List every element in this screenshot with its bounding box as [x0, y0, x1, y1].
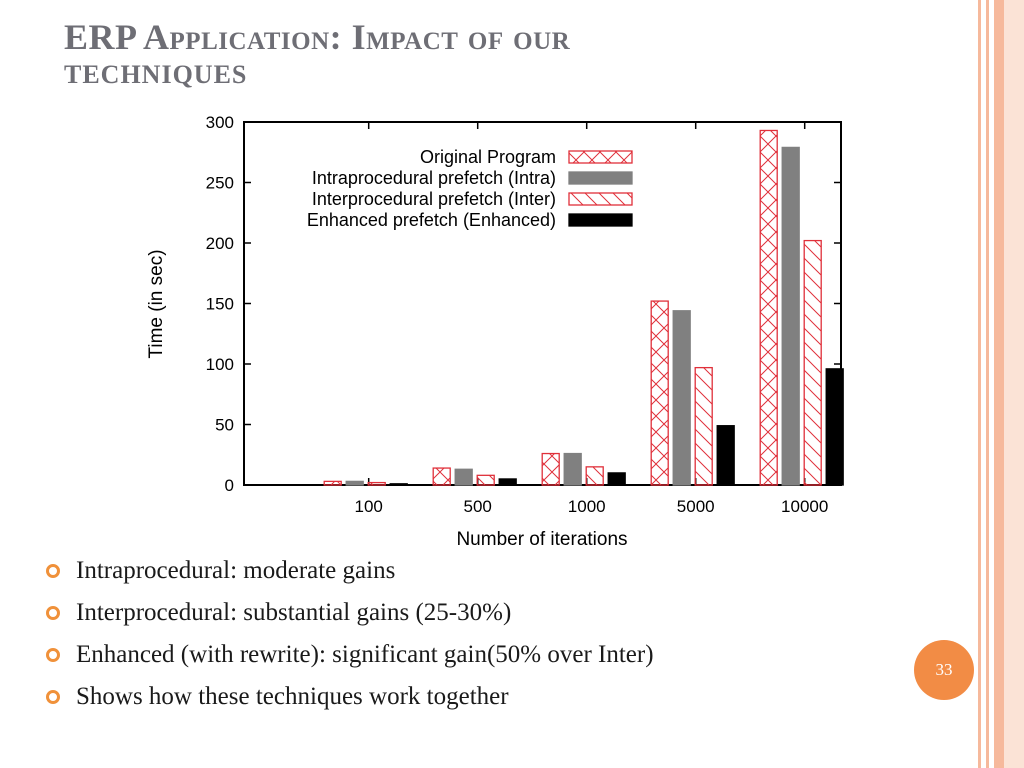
bullet-item: Shows how these techniques work together: [44, 678, 654, 720]
y-tick-label: 150: [206, 295, 234, 314]
bar: [432, 467, 451, 486]
bar: [803, 239, 822, 486]
bar: [498, 478, 517, 486]
decorative-stripes: [978, 0, 1024, 768]
legend-label: Original Program: [420, 147, 556, 167]
bullet-item: Intraprocedural: moderate gains: [44, 552, 654, 594]
x-tick-label: 5000: [677, 497, 715, 516]
bar: [585, 466, 604, 486]
bullet-list: Intraprocedural: moderate gains Interpro…: [44, 552, 654, 720]
y-tick-label: 100: [206, 355, 234, 374]
x-tick-label: 100: [355, 497, 383, 516]
bar: [694, 366, 713, 486]
x-axis-label: Number of iterations: [456, 529, 627, 550]
bar: [759, 129, 778, 486]
x-tick-label: 10000: [781, 497, 828, 516]
bar: [323, 480, 342, 486]
x-tick-label: 1000: [568, 497, 606, 516]
bar: [389, 483, 408, 486]
bar: [672, 310, 691, 486]
legend-swatch: [568, 171, 633, 185]
bullet-marker-icon: [46, 606, 60, 620]
y-tick-label: 200: [206, 234, 234, 253]
bar: [541, 452, 560, 486]
title-line-2: techniques: [64, 60, 248, 90]
legend-swatch: [568, 192, 633, 206]
bar: [607, 472, 626, 486]
y-tick-label: 0: [225, 476, 234, 495]
bar: [345, 480, 364, 486]
page-number-badge: 33: [914, 640, 974, 700]
legend-label: Interprocedural prefetch (Inter): [312, 189, 556, 209]
bullet-marker-icon: [46, 564, 60, 578]
bar: [476, 474, 495, 486]
legend-label: Enhanced prefetch (Enhanced): [307, 210, 556, 230]
bullet-marker-icon: [46, 690, 60, 704]
bar: [825, 368, 844, 486]
legend-label: Intraprocedural prefetch (Intra): [312, 168, 556, 188]
y-tick-label: 250: [206, 174, 234, 193]
y-axis-label: Time (in sec): [146, 249, 167, 358]
legend-swatch: [568, 213, 633, 227]
bar: [367, 481, 386, 486]
x-tick-label: 500: [464, 497, 492, 516]
slide-title: ERP Application: Impact of our technique…: [64, 16, 884, 90]
y-tick-label: 300: [206, 113, 234, 132]
bullet-marker-icon: [46, 648, 60, 662]
bar: [716, 425, 735, 486]
title-line-1: ERP Application: Impact of our: [64, 17, 571, 57]
bullet-item: Enhanced (with rewrite): significant gai…: [44, 636, 654, 678]
bar: [650, 300, 669, 486]
legend-swatch: [568, 150, 633, 164]
bar: [563, 452, 582, 486]
bar: [454, 468, 473, 486]
bullet-item: Interprocedural: substantial gains (25-3…: [44, 594, 654, 636]
bar: [781, 146, 800, 486]
y-tick-label: 50: [215, 416, 234, 435]
